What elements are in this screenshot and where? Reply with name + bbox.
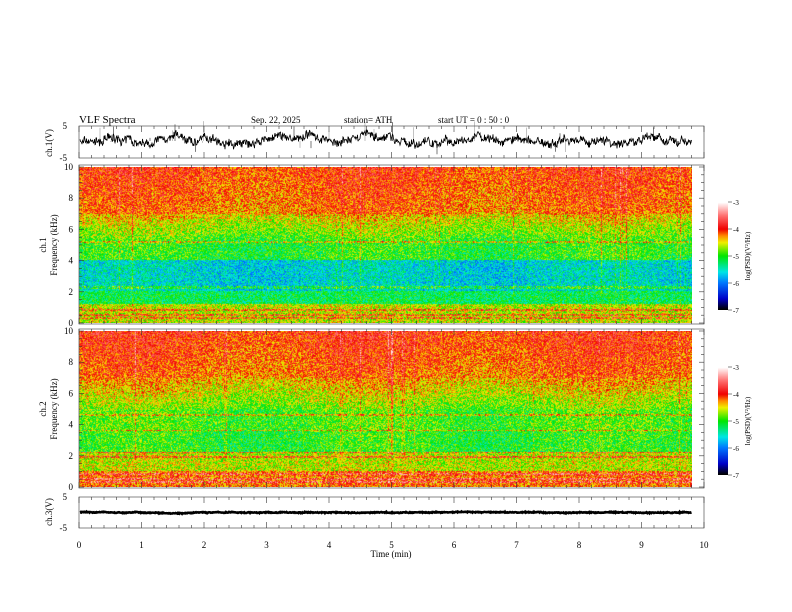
y-tick-label: 6 bbox=[69, 388, 74, 398]
colorbar-tick-label: -6 bbox=[733, 445, 739, 453]
y-tick-label: 5 bbox=[63, 121, 68, 131]
x-tick-label: 1 bbox=[139, 540, 144, 550]
x-tick-label: 6 bbox=[452, 540, 457, 550]
y-tick-label: 4 bbox=[69, 420, 74, 430]
ch1-spectrogram-image bbox=[79, 167, 692, 323]
y-tick-label: 10 bbox=[64, 326, 74, 336]
ch2-spec-ylabel: Frequency (kHz) bbox=[49, 378, 59, 439]
ch1-colorbar bbox=[718, 202, 728, 310]
x-tick-label: 0 bbox=[77, 540, 82, 550]
ch1-waveform-line bbox=[79, 121, 692, 155]
colorbar-tick-label: -6 bbox=[733, 280, 739, 288]
x-axis-label: Time (min) bbox=[371, 549, 412, 559]
y-tick-label: -5 bbox=[60, 523, 68, 533]
ch2-spec-channel-label: ch.2 bbox=[38, 401, 48, 416]
colorbar-tick-label: -7 bbox=[733, 472, 739, 480]
start-time-label: start UT = 0 : 50 : 0 bbox=[438, 115, 510, 125]
x-tick-label: 5 bbox=[389, 540, 394, 550]
waveform-trace bbox=[79, 129, 692, 150]
y-tick-label: -5 bbox=[60, 153, 68, 163]
ch1-colorbar-label: log(PSD)(V²/Hz) bbox=[744, 231, 752, 280]
ch2-spectrogram-image bbox=[79, 331, 692, 487]
x-tick-label: 3 bbox=[264, 540, 269, 550]
y-tick-label: 4 bbox=[69, 256, 74, 266]
ch1-spec-channel-label: ch.1 bbox=[38, 237, 48, 252]
y-tick-label: 8 bbox=[69, 193, 74, 203]
colorbar-tick-label: -7 bbox=[733, 307, 739, 315]
x-tick-label: 2 bbox=[202, 540, 207, 550]
ch1-spectrogram-frame bbox=[78, 164, 705, 325]
y-tick-label: 10 bbox=[64, 162, 74, 172]
waveform-trace bbox=[79, 509, 692, 516]
ch1-spec-ylabel: Frequency (kHz) bbox=[49, 214, 59, 275]
colorbar-tick-label: -3 bbox=[733, 364, 739, 372]
x-tick-label: 7 bbox=[514, 540, 519, 550]
ch2-colorbar bbox=[718, 367, 728, 475]
colorbar-tick-label: -5 bbox=[733, 253, 739, 261]
ch2-colorbar-label: log(PSD)(V²/Hz) bbox=[744, 396, 752, 445]
x-tick-label: 4 bbox=[327, 540, 332, 550]
y-tick-label: 8 bbox=[69, 357, 74, 367]
y-tick-label: 0 bbox=[69, 482, 74, 492]
generated-axes: 5-50246810-3-4-5-6-70246810-3-4-5-6-75-5… bbox=[60, 121, 740, 550]
y-tick-label: 5 bbox=[63, 492, 68, 502]
y-tick-label: 6 bbox=[69, 224, 74, 234]
x-tick-label: 10 bbox=[700, 540, 710, 550]
ch3-waveform-line bbox=[79, 509, 692, 516]
station-label: station= ATH bbox=[344, 115, 393, 125]
ch3-ylabel: ch.3(V) bbox=[44, 498, 54, 526]
date-label: Sep. 22, 2025 bbox=[251, 115, 301, 125]
colorbar-tick-label: -3 bbox=[733, 199, 739, 207]
colorbar-tick-label: -4 bbox=[733, 226, 739, 234]
x-tick-label: 8 bbox=[577, 540, 582, 550]
figure-title: VLF Spectra bbox=[79, 114, 136, 126]
ch2-spectrogram-frame bbox=[78, 328, 705, 489]
y-tick-label: 0 bbox=[69, 318, 74, 328]
y-tick-label: 2 bbox=[69, 287, 74, 297]
y-tick-label: 2 bbox=[69, 451, 74, 461]
colorbar-tick-label: -4 bbox=[733, 391, 739, 399]
colorbar-tick-label: -5 bbox=[733, 418, 739, 426]
x-tick-label: 9 bbox=[639, 540, 644, 550]
ch1-ylabel: ch.1(V) bbox=[44, 129, 54, 157]
